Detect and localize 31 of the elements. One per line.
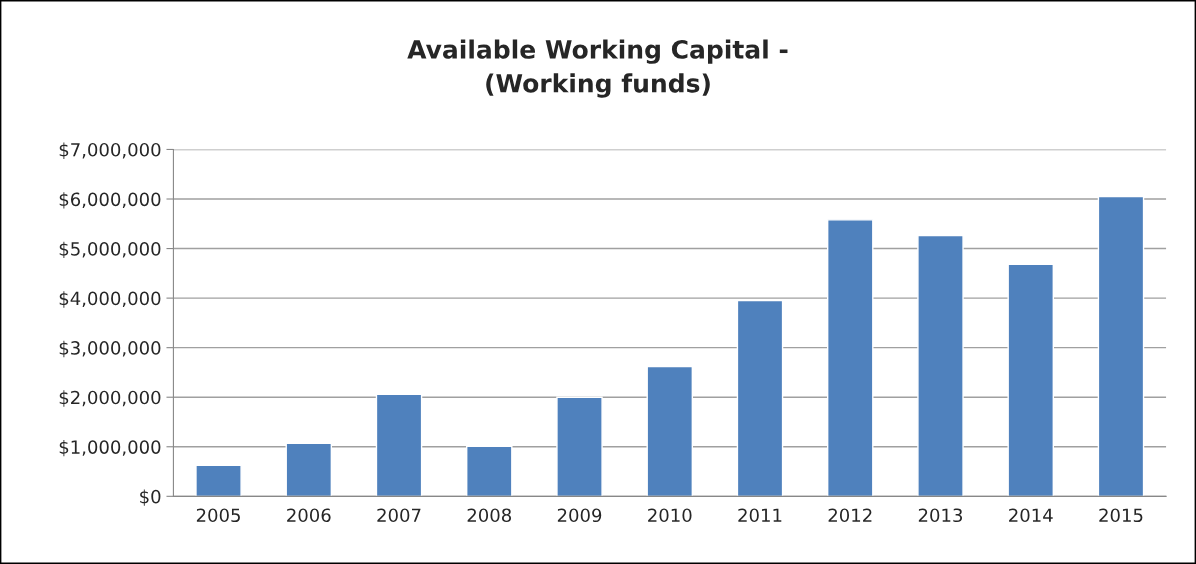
- y-tick-label: $5,000,000: [59, 241, 161, 259]
- y-tick-label: $2,000,000: [59, 390, 161, 407]
- x-tick-label: 2010: [648, 508, 692, 523]
- y-tick-label: $6,000,000: [59, 192, 161, 209]
- x-tick-label: 2011: [738, 508, 782, 523]
- x-tick-label: 2012: [828, 508, 872, 523]
- bar: [556, 396, 603, 497]
- y-tick-label: $0: [140, 489, 161, 506]
- x-tick-label: 2013: [918, 508, 963, 523]
- bar: [917, 234, 964, 497]
- x-tick-label: 2006: [287, 508, 331, 523]
- y-tick-label: $3,000,000: [59, 340, 161, 358]
- y-tick-label: $1,000,000: [59, 439, 161, 457]
- bar: [826, 219, 874, 497]
- x-tick-label: 2005: [196, 508, 240, 523]
- y-tick-label: $7,000,000: [59, 142, 161, 159]
- bar: [466, 445, 513, 497]
- x-tick-label: 2014: [1009, 508, 1053, 523]
- y-tick-label: $4,000,000: [59, 291, 161, 308]
- x-tick-label: 2008: [467, 508, 512, 523]
- bar: [646, 365, 694, 497]
- bar: [375, 393, 423, 497]
- bar: [1097, 195, 1145, 497]
- chart-title: Available Working Capital - (Working funds): [407, 39, 788, 98]
- bar: [736, 299, 784, 497]
- x-tick-label: 2007: [377, 508, 421, 523]
- x-tick-label: 2009: [557, 508, 602, 523]
- bar: [195, 464, 242, 497]
- x-tick-label: 2015: [1099, 508, 1143, 523]
- bar: [285, 442, 333, 497]
- bar: [1007, 263, 1054, 497]
